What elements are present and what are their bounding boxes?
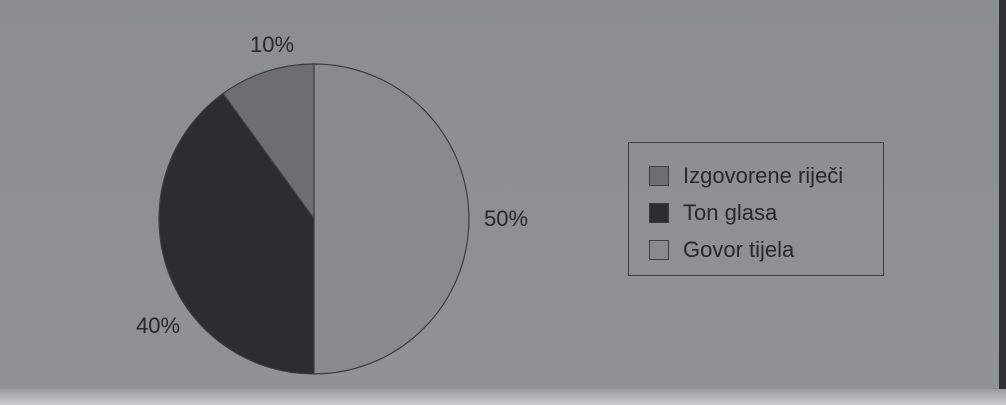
pie-value-label: 50%: [484, 206, 528, 231]
legend-item: Ton glasa: [649, 194, 883, 231]
pie-value-label: 10%: [250, 32, 294, 57]
legend: Izgovorene riječi Ton glasa Govor tijela: [628, 142, 884, 276]
image-edge-right: [999, 0, 1006, 405]
pie-value-label: 40%: [136, 313, 180, 338]
pie-slice-govor-tijela: [313, 63, 470, 375]
pie-slice-ton-glasa: [158, 92, 315, 375]
pie-labels: 10% 40% 50%: [136, 32, 528, 338]
legend-label-govor-tijela: Govor tijela: [683, 236, 795, 262]
legend-swatch-govor-tijela: [649, 239, 669, 260]
legend-item: Govor tijela: [649, 231, 883, 268]
pie-slices: [158, 63, 470, 375]
legend-item: Izgovorene riječi: [649, 157, 883, 194]
legend-label-ton-glasa: Ton glasa: [683, 199, 778, 225]
pie-slice-izgovorene-rijei: [222, 63, 315, 221]
legend-label-izgovorene-rijeci: Izgovorene riječi: [683, 162, 844, 188]
legend-swatch-ton-glasa: [649, 202, 669, 223]
image-edge-bottom: [0, 389, 1006, 405]
legend-swatch-izgovorene-rijeci: [649, 165, 669, 186]
